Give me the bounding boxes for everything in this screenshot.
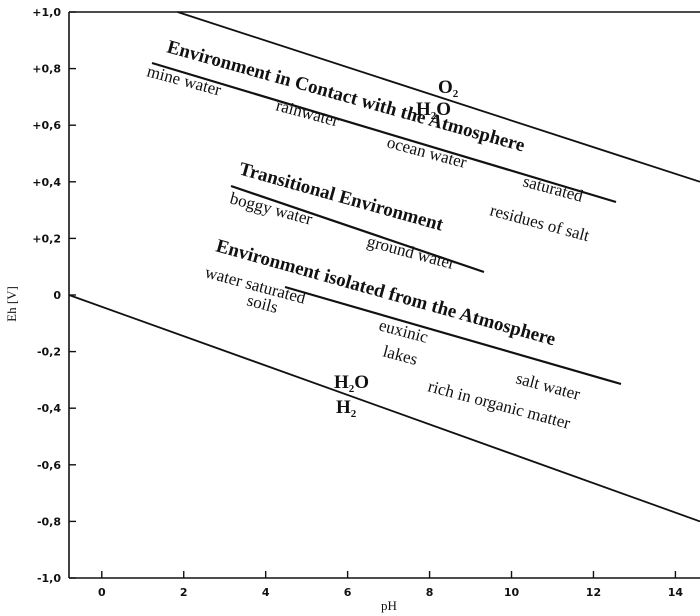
- y-tick-label: -0,8: [37, 515, 61, 528]
- y-tick-label: 0: [53, 289, 61, 302]
- x-axis-title: pH: [381, 598, 397, 613]
- x-tick-group: 0 2 4 6 8 10 12 14: [98, 571, 683, 599]
- y-tick-label: -0,6: [37, 459, 61, 472]
- x-tick-label: 4: [262, 586, 270, 599]
- example-label: lakes: [381, 342, 420, 369]
- y-tick-label: -0,2: [37, 346, 61, 359]
- series-group: [68, 11, 700, 523]
- h2o-lower-label: H2O: [334, 372, 369, 395]
- y-tick-label: +0,6: [32, 119, 61, 132]
- y-axis-title: Eh [V]: [4, 286, 19, 322]
- h2o-upper-label: H2O: [416, 99, 451, 122]
- series-line: [68, 294, 700, 523]
- example-label: saturated: [521, 172, 586, 206]
- example-label: salt water: [514, 369, 583, 404]
- y-tick-group: +1,0 +0,8 +0,6 +0,4 +0,2 0 -0,2 -0,4 -0,6 -0,8 -1,…: [32, 6, 76, 585]
- environment-atmosphere-isolated: Environment isolated from the Atmosphere…: [203, 236, 622, 433]
- environment-underline: [284, 285, 622, 386]
- y-tick-label: +1,0: [32, 6, 61, 19]
- example-label: ocean water: [385, 133, 469, 173]
- x-tick-label: 6: [344, 586, 352, 599]
- environment-underline: [230, 184, 485, 274]
- x-tick-label: 14: [668, 586, 684, 599]
- x-tick-label: 10: [504, 586, 520, 599]
- y-tick-label: -1,0: [37, 572, 61, 585]
- o2-label: O2: [438, 77, 459, 100]
- example-label: ground water: [365, 232, 457, 274]
- x-tick-label: 12: [586, 586, 601, 599]
- h2-label: H2: [336, 397, 357, 420]
- y-tick-label: +0,4: [32, 176, 61, 189]
- y-tick-label: +0,8: [32, 63, 61, 76]
- x-tick-label: 0: [98, 586, 106, 599]
- x-tick-label: 2: [180, 586, 188, 599]
- example-label: residues of salt: [488, 201, 592, 246]
- x-tick-label: 8: [426, 586, 434, 599]
- y-tick-label: +0,2: [32, 232, 61, 245]
- y-tick-label: -0,4: [37, 402, 61, 415]
- environment-underline: [151, 61, 617, 204]
- series-line: [177, 11, 700, 183]
